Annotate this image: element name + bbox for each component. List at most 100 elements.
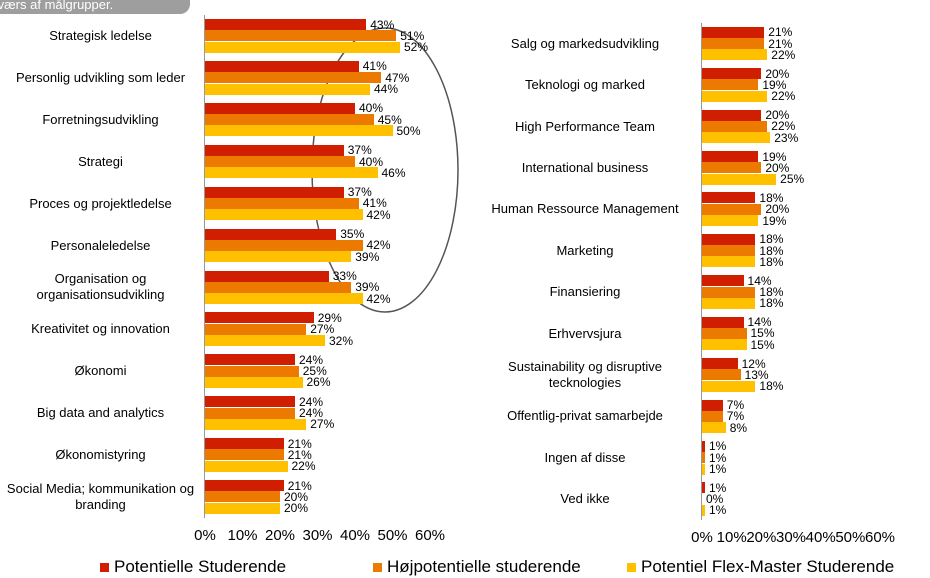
category-label: Strategi bbox=[78, 153, 123, 169]
bar bbox=[702, 399, 723, 411]
value-label: 7% bbox=[726, 398, 745, 412]
value-label: 20% bbox=[765, 160, 790, 175]
bar bbox=[205, 209, 363, 221]
x-tick-label: 0% bbox=[691, 529, 713, 546]
bar bbox=[702, 369, 741, 381]
bar bbox=[205, 281, 352, 293]
value-label: 21% bbox=[768, 25, 793, 40]
value-label: 1% bbox=[708, 462, 727, 477]
value-label: 12% bbox=[741, 356, 766, 371]
value-label: 24% bbox=[299, 406, 324, 421]
value-label: 44% bbox=[374, 82, 399, 97]
bar bbox=[702, 358, 738, 370]
bar bbox=[205, 19, 367, 30]
value-label: 20% bbox=[765, 202, 790, 217]
bar bbox=[205, 125, 393, 137]
value-label: 18% bbox=[759, 232, 784, 247]
value-label: 18% bbox=[759, 254, 784, 269]
value-label: 1% bbox=[708, 450, 727, 465]
x-tick-label: 10% bbox=[227, 527, 258, 544]
category-label: Ved ikke bbox=[560, 491, 610, 507]
legend-label: Potentielle Studerende bbox=[114, 557, 287, 576]
category-label: Finansiering bbox=[549, 284, 621, 300]
bar bbox=[205, 365, 299, 377]
value-label: 50% bbox=[396, 123, 421, 138]
bar bbox=[205, 270, 329, 282]
value-label: 15% bbox=[750, 337, 775, 352]
value-label: 7% bbox=[726, 409, 745, 424]
bar bbox=[702, 422, 726, 434]
bar bbox=[205, 460, 288, 472]
value-label: 40% bbox=[359, 101, 384, 116]
bar bbox=[702, 245, 756, 257]
value-label: 47% bbox=[385, 70, 410, 85]
category-label: Offentlig-privat samarbejde bbox=[507, 408, 663, 424]
bar bbox=[205, 156, 355, 168]
bar bbox=[205, 186, 344, 198]
bar bbox=[702, 233, 756, 245]
legend-swatch bbox=[627, 563, 636, 572]
bar bbox=[205, 396, 295, 408]
value-label: 23% bbox=[774, 130, 799, 145]
category-label: Marketing bbox=[556, 242, 614, 258]
category-label: Forretningsudvikling bbox=[42, 111, 159, 127]
bar bbox=[205, 407, 295, 419]
bar bbox=[205, 376, 303, 388]
value-label: 21% bbox=[768, 36, 793, 51]
value-label: 42% bbox=[366, 238, 391, 253]
x-tick-label: 60% bbox=[864, 529, 896, 546]
x-tick-label: 0% bbox=[194, 527, 216, 544]
value-label: 19% bbox=[762, 213, 787, 228]
bar bbox=[702, 151, 759, 162]
bar bbox=[205, 491, 280, 503]
value-label: 37% bbox=[347, 143, 372, 158]
category-label: Økonomistyring bbox=[55, 447, 146, 463]
bar bbox=[205, 102, 355, 114]
value-label: 18% bbox=[759, 296, 784, 311]
legend-label: Potentiel Flex-Master Studerende bbox=[641, 557, 895, 576]
value-label: 35% bbox=[340, 227, 365, 242]
bar bbox=[205, 228, 337, 240]
bar bbox=[205, 293, 363, 305]
legend-swatch bbox=[100, 563, 109, 572]
category-label: Sustainability og disruptive tecknologie… bbox=[508, 359, 662, 391]
x-tick-label: 50% bbox=[835, 529, 866, 546]
category-label: Salg og markedsudvikling bbox=[510, 35, 660, 51]
bar bbox=[205, 502, 280, 514]
bar bbox=[702, 38, 765, 50]
value-label: 24% bbox=[299, 352, 324, 367]
value-label: 20% bbox=[284, 489, 309, 504]
bar bbox=[702, 297, 756, 309]
value-label: 41% bbox=[362, 59, 387, 74]
value-label: 21% bbox=[287, 447, 312, 462]
bar bbox=[702, 203, 762, 215]
bar bbox=[205, 30, 397, 42]
bar bbox=[205, 144, 344, 156]
bar bbox=[702, 286, 756, 298]
value-label: 1% bbox=[708, 503, 727, 518]
value-label: 45% bbox=[377, 112, 402, 127]
x-tick-label: 40% bbox=[805, 529, 836, 546]
bar bbox=[702, 173, 777, 185]
category-label: Big data and analytics bbox=[36, 405, 165, 421]
category-label: Personaleledelse bbox=[50, 237, 151, 253]
category-label: Erhvervsjura bbox=[548, 325, 622, 341]
value-label: 43% bbox=[370, 17, 395, 32]
bar bbox=[205, 197, 359, 209]
x-tick-label: 30% bbox=[775, 529, 807, 546]
category-label: Social Media; kommunikation og branding bbox=[6, 481, 195, 513]
value-label: 26% bbox=[306, 375, 331, 390]
value-label: 20% bbox=[765, 108, 790, 123]
value-label: 40% bbox=[359, 154, 384, 169]
value-label: 24% bbox=[299, 394, 324, 409]
x-tick-label: 30% bbox=[302, 527, 333, 544]
bar bbox=[205, 41, 400, 53]
value-label: 29% bbox=[317, 310, 342, 325]
legend-swatch bbox=[373, 563, 382, 572]
bar bbox=[205, 323, 307, 335]
value-label: 27% bbox=[310, 417, 335, 432]
category-label: Kreativitet og innovation bbox=[31, 321, 170, 337]
value-label: 42% bbox=[366, 207, 391, 222]
category-label: Human Ressource Management bbox=[491, 201, 679, 217]
callout: tværs af målgrupper. bbox=[0, 0, 190, 14]
